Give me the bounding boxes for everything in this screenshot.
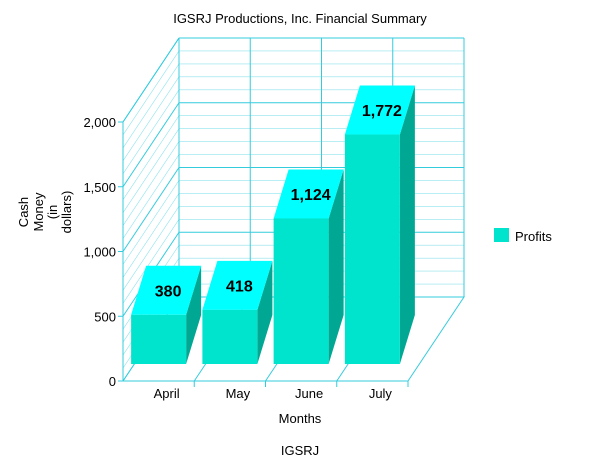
side-wall-gridline <box>122 167 180 252</box>
y-axis-title-line-3: (in <box>45 205 60 219</box>
side-wall-gridline <box>122 219 180 304</box>
side-wall-gridline <box>122 193 180 278</box>
y-tick-label: 1,000 <box>83 245 116 260</box>
y-tick-label: 2,000 <box>83 115 116 130</box>
bar-may: 418 <box>202 260 273 364</box>
y-tick-label: 1,500 <box>83 180 116 195</box>
x-tick-label: July <box>369 386 393 401</box>
y-axis-title-line-1: Cash <box>16 197 31 227</box>
bar-top <box>344 85 415 135</box>
bar-top <box>131 265 202 315</box>
bar-value-label: 418 <box>226 278 253 295</box>
bar-front <box>131 314 187 364</box>
legend: Profits <box>494 228 552 244</box>
x-tick-label: May <box>226 386 251 401</box>
bar-top <box>202 260 273 310</box>
bar-value-label: 380 <box>155 283 182 300</box>
side-wall-gridline <box>122 76 180 162</box>
side-wall-gridline <box>122 102 180 188</box>
bar-side <box>328 169 344 364</box>
side-wall-gridline <box>122 128 180 213</box>
bar-june: 1,124 <box>273 169 344 364</box>
y-tick-label: 500 <box>94 309 116 324</box>
y-axis-title-line-2: Money <box>31 192 46 232</box>
side-wall-gridline <box>122 50 180 136</box>
bar-side <box>399 85 415 364</box>
bar-value-label: 1,772 <box>362 103 402 120</box>
x-axis-title: Months <box>279 411 322 426</box>
side-wall-top-edge <box>122 37 180 123</box>
bar-front <box>344 134 400 364</box>
bar-side <box>186 265 202 364</box>
side-wall-gridline <box>122 63 180 149</box>
y-tick-label: 0 <box>109 374 116 389</box>
side-wall-gridline <box>122 180 180 265</box>
side-wall-gridline <box>122 206 180 291</box>
chart-title: IGSRJ Productions, Inc. Financial Summar… <box>173 11 427 26</box>
bar-top <box>273 169 344 219</box>
side-wall-gridline <box>122 89 180 174</box>
side-wall-gridline <box>122 141 180 226</box>
x-tick-label: April <box>154 386 180 401</box>
y-axis-title: Cash Money (in dollars) <box>16 191 74 234</box>
bar-front <box>273 218 329 364</box>
bar-value-label: 1,124 <box>291 187 331 204</box>
bar-july: 1,772 <box>344 85 415 364</box>
bars: 380 418 1,124 1,772 <box>131 85 415 364</box>
bar-side <box>257 260 273 364</box>
side-wall-gridline <box>122 115 180 200</box>
x-axis: April May June July <box>154 386 393 401</box>
legend-swatch-profits <box>494 228 509 242</box>
y-axis: 0 500 1,000 1,500 2,000 <box>83 115 123 389</box>
legend-label-profits: Profits <box>515 229 552 244</box>
x-tick-label: June <box>295 386 323 401</box>
bar-front <box>202 309 258 364</box>
side-wall-gridline <box>122 154 180 239</box>
chart-footer: IGSRJ <box>281 443 319 458</box>
y-axis-title-line-4: dollars) <box>59 191 74 234</box>
bar-april: 380 <box>131 265 202 364</box>
